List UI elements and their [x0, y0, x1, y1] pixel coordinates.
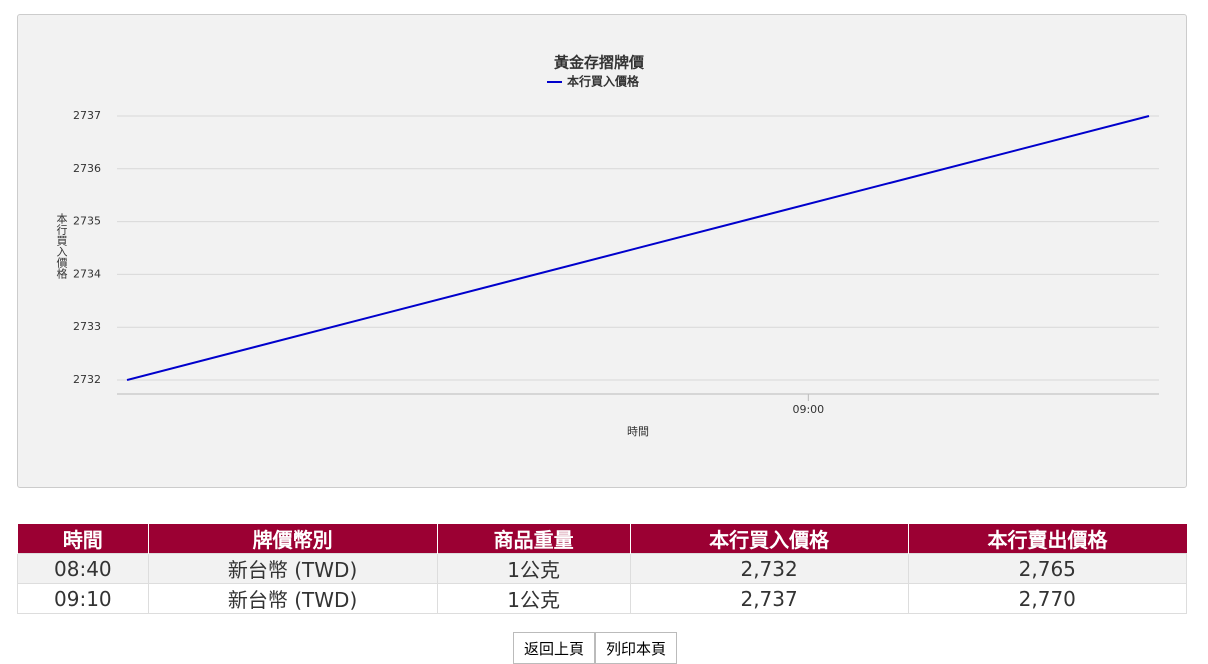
y-tick-label: 2736 [73, 162, 101, 175]
column-header: 時間 [17, 524, 149, 554]
column-header: 本行買入價格 [629, 524, 909, 554]
data-line [126, 115, 1150, 381]
chart-panel: 黃金存摺牌價 時間 本行買入價格 2732 2733 2734 2735 2736 273… [17, 14, 1187, 488]
legend-label: 本行買入價格 [567, 74, 640, 89]
action-button[interactable]: 列印本頁 [595, 632, 678, 664]
page: 黃金存摺牌價 時間 本行買入價格 2732 2733 2734 2735 2736 273… [17, 14, 1188, 664]
table-cell: 1公克 [436, 583, 631, 614]
y-tick-label: 2732 [73, 373, 101, 386]
table-cell: 新台幣 (TWD) [147, 553, 438, 584]
table-cell: 2,770 [907, 583, 1188, 614]
price-table: 時間 牌價幣別 商品重量 本行買入價格 本行賣出價格 08:40 新台幣 (TWD) 1公克 2… [17, 524, 1188, 614]
column-header: 商品重量 [436, 524, 631, 554]
y-tick-label: 2737 [73, 109, 101, 122]
table-row: 09:10 新台幣 (TWD) 1公克 2,737 2,770 [17, 583, 1188, 614]
action-button[interactable]: 返回上頁 [513, 632, 596, 664]
table-cell: 2,732 [629, 553, 909, 584]
x-tick-label: 09:00 [792, 403, 824, 416]
table-cell: 08:40 [17, 553, 149, 584]
chart-title: 黃金存摺牌價 [554, 54, 645, 72]
y-tick-label: 2733 [73, 320, 101, 333]
table-cell: 新台幣 (TWD) [147, 583, 438, 614]
chart: 黃金存摺牌價 時間 本行買入價格 2732 2733 2734 2735 2736 273… [55, 54, 1159, 438]
column-header: 本行賣出價格 [907, 524, 1187, 554]
table-cell: 1公克 [436, 553, 631, 584]
x-axis-label: 時間 [627, 425, 649, 438]
table-row: 08:40 新台幣 (TWD) 1公克 2,732 2,765 [17, 553, 1188, 584]
table-cell: 2,737 [629, 583, 909, 614]
y-tick-label: 2735 [73, 215, 101, 228]
y-axis-label: 本行買入價格 [55, 212, 68, 280]
table-cell: 09:10 [17, 583, 149, 614]
table-cell: 2,765 [907, 553, 1188, 584]
y-tick-label: 2734 [73, 267, 101, 280]
column-header: 牌價幣別 [147, 524, 438, 554]
button-bar: 返回上頁 列印本頁 [513, 632, 678, 664]
